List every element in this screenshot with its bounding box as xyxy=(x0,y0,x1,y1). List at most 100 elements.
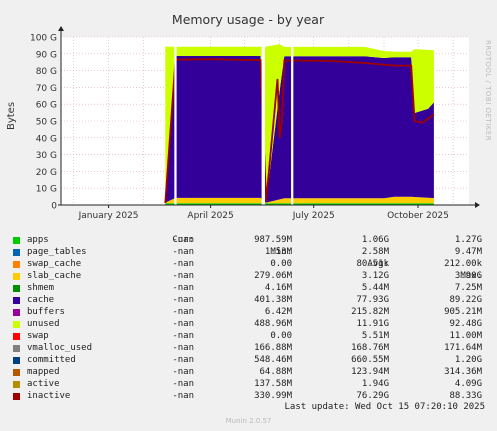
legend-cur: -nan xyxy=(172,367,194,377)
legend-cur: -nan xyxy=(172,247,194,257)
legend-cur: -nan xyxy=(172,343,194,353)
legend-row-buffers: buffers -nan 6.42M 215.82M 905.21M xyxy=(12,306,492,318)
y-tick-label: 0 xyxy=(51,202,57,212)
x-tick-label: January 2025 xyxy=(78,211,139,221)
legend-label: mapped xyxy=(27,367,60,377)
legend-cur: -nan xyxy=(172,283,194,293)
legend-min: 166.88M xyxy=(254,343,292,353)
legend-label: inactive xyxy=(27,391,71,401)
legend-avg: 11.91G xyxy=(356,319,389,329)
chart-title: Memory usage - by year xyxy=(172,12,325,27)
series-inactive xyxy=(164,58,435,204)
legend-row-vmalloc_used: vmalloc_used -nan 166.88M 168.76M 171.64M xyxy=(12,342,492,354)
legend-avg: 123.94M xyxy=(351,367,389,377)
axes xyxy=(58,26,480,208)
legend-swatch xyxy=(13,357,20,364)
legend-max: 171.64M xyxy=(444,343,482,353)
legend-min: 0.00 xyxy=(270,331,292,341)
legend-min: 137.58M xyxy=(254,379,292,389)
legend-label: shmem xyxy=(27,283,55,293)
legend-row-cache: cache -nan 401.38M 77.93G 89.22G xyxy=(12,294,492,306)
legend-row-swap: swap -nan 0.00 5.51M 11.00M xyxy=(12,330,492,342)
legend-cur: -nan xyxy=(172,355,194,365)
legend-swatch xyxy=(13,321,20,328)
legend-min: 279.06M xyxy=(254,271,292,281)
legend-swatch xyxy=(13,393,20,400)
legend-header: Cur: Min: Avg: Max: xyxy=(12,222,492,281)
legend-swatch xyxy=(13,369,20,376)
rrdtool-credit: RRDTOOL / TOBI OETIKER xyxy=(484,40,492,142)
legend-avg: 80.51k xyxy=(356,259,389,269)
legend-max: 212.00k xyxy=(444,259,482,269)
legend-max: 89.22G xyxy=(449,295,482,305)
legend-min: 0.00 xyxy=(270,259,292,269)
legend-swatch xyxy=(13,309,20,316)
legend-max: 4.09G xyxy=(454,379,482,389)
y-tick-label: 60 G xyxy=(36,101,57,111)
legend-swatch xyxy=(13,249,20,256)
legend-label: cache xyxy=(27,295,55,305)
y-ticks: 0 10 G 20 G 30 G 40 G 50 G 60 G 70 G 80 G 90 G 100… xyxy=(30,34,57,212)
legend-max: 905.21M xyxy=(444,307,482,317)
legend-swatch xyxy=(13,345,20,352)
legend-avg: 3.12G xyxy=(361,271,389,281)
x-tick-label: April 2025 xyxy=(187,211,233,221)
legend-label: committed xyxy=(27,355,76,365)
legend-avg: 77.93G xyxy=(356,295,389,305)
legend-min: 4.16M xyxy=(264,283,292,293)
legend-cur: -nan xyxy=(172,271,194,281)
legend-row-mapped: mapped -nan 64.88M 123.94M 314.36M xyxy=(12,366,492,378)
legend-cur: -nan xyxy=(172,319,194,329)
legend-swatch xyxy=(13,285,20,292)
data-gaps xyxy=(174,37,294,205)
series-slab_cache xyxy=(165,196,434,204)
legend-max: 7.25M xyxy=(454,283,482,293)
legend-row-slab_cache: slab_cache -nan 279.06M 3.12G 3.90G xyxy=(12,270,492,282)
x-tick-label: October 2025 xyxy=(387,211,449,221)
data-gap xyxy=(261,37,265,205)
legend-avg: 168.76M xyxy=(351,343,389,353)
legend-min: 330.99M xyxy=(254,391,292,401)
legend-max: 1.20G xyxy=(454,355,482,365)
legend-avg: 1.94G xyxy=(361,379,389,389)
legend-row-unused: unused -nan 488.96M 11.91G 92.48G xyxy=(12,318,492,330)
legend-avg: 660.55M xyxy=(351,355,389,365)
legend-swatch xyxy=(13,381,20,388)
legend-max: 9.47M xyxy=(454,247,482,257)
legend-swatch xyxy=(13,237,20,244)
y-tick-label: 30 G xyxy=(36,151,57,161)
legend-rows: apps -nan 987.59M 1.06G 1.27G page_tables -nan… xyxy=(12,234,492,402)
y-tick-label: 50 G xyxy=(36,118,57,128)
legend-max: 88.33G xyxy=(449,391,482,401)
legend-row-page_tables: page_tables -nan 1.53M 2.58M 9.47M xyxy=(12,246,492,258)
y-tick-label: 90 G xyxy=(36,50,57,60)
legend-max: 11.00M xyxy=(449,331,482,341)
col-max-header: Max: xyxy=(460,271,482,281)
legend-max: 314.36M xyxy=(444,367,482,377)
legend-row-shmem: shmem -nan 4.16M 5.44M 7.25M xyxy=(12,282,492,294)
legend-min: 987.59M xyxy=(254,235,292,245)
legend-min: 6.42M xyxy=(264,307,292,317)
legend-min: 401.38M xyxy=(254,295,292,305)
y-tick-label: 20 G xyxy=(36,168,57,178)
legend-cur: -nan xyxy=(172,379,194,389)
legend-swatch xyxy=(13,273,20,280)
y-tick-label: 70 G xyxy=(36,84,57,94)
legend-min: 1.53M xyxy=(264,247,292,257)
legend-cur: -nan xyxy=(172,391,194,401)
y-axis-arrow xyxy=(58,26,64,31)
munin-version: Munin 2.0.57 xyxy=(225,417,272,425)
y-tick-label: 80 G xyxy=(36,67,57,77)
legend-cur: -nan xyxy=(172,307,194,317)
y-tick-label: 10 G xyxy=(36,185,57,195)
series-cache xyxy=(165,56,434,203)
legend-avg: 1.06G xyxy=(361,235,389,245)
legend-label: swap xyxy=(27,331,49,341)
legend-avg: 5.51M xyxy=(361,331,389,341)
last-update: Last update: Wed Oct 15 07:20:10 2025 xyxy=(284,402,485,412)
data-gap xyxy=(174,37,177,205)
legend-row-apps: apps -nan 987.59M 1.06G 1.27G xyxy=(12,234,492,246)
x-ticks: January 2025 April 2025 July 2025 October 2… xyxy=(78,205,449,221)
legend-row-active: active -nan 137.58M 1.94G 4.09G xyxy=(12,378,492,390)
